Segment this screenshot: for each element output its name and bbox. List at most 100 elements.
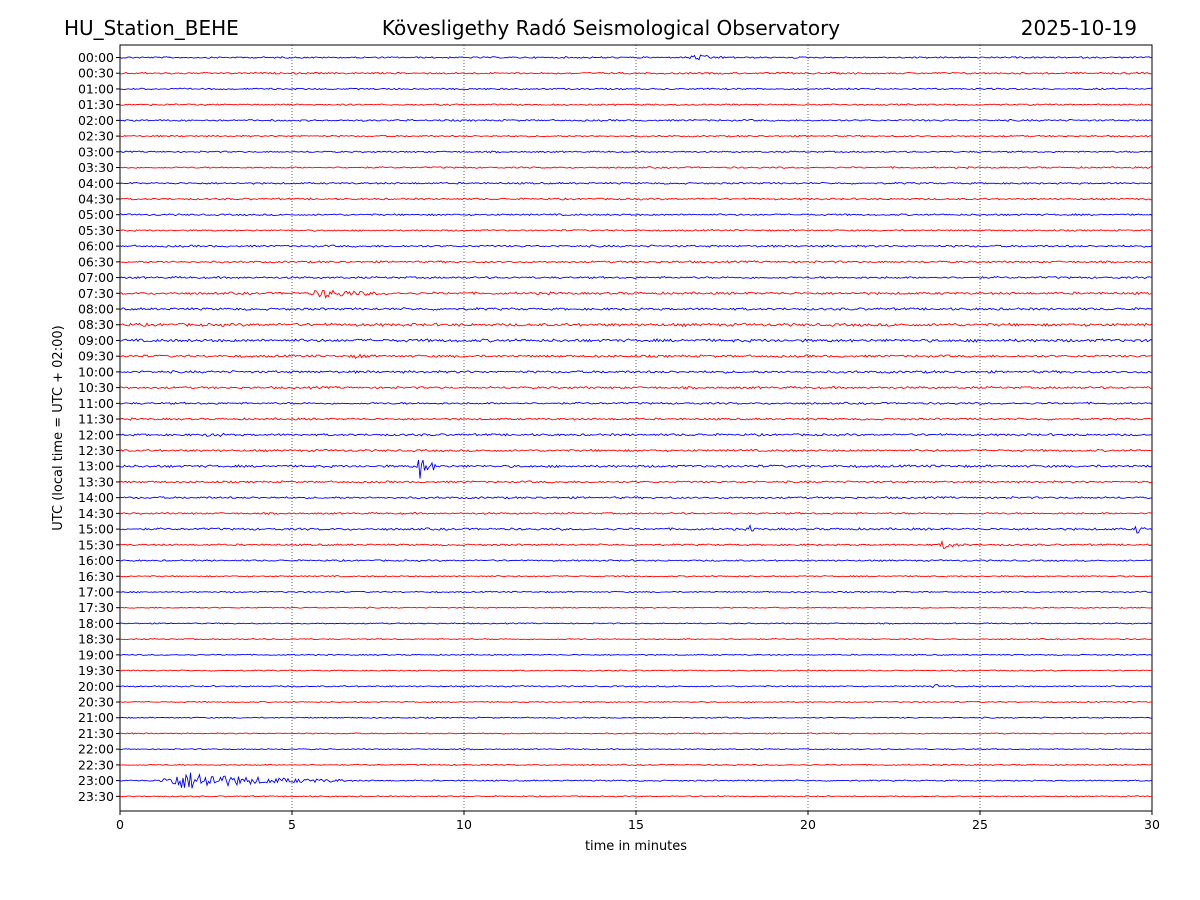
y-tick-label: 00:00 <box>78 50 114 65</box>
seismic-traces <box>119 54 1153 798</box>
y-tick-label: 16:00 <box>78 553 114 568</box>
y-tick-label: 22:30 <box>78 757 114 772</box>
trace-2000 <box>119 684 1153 689</box>
trace-1400 <box>119 495 1153 500</box>
trace-1700 <box>119 590 1153 594</box>
trace-2300 <box>119 772 1153 789</box>
y-tick-label: 10:30 <box>78 380 114 395</box>
trace-1500 <box>119 524 1153 534</box>
y-tick-label: 04:30 <box>78 191 114 206</box>
y-tick-labels: 00:0000:3001:0001:3002:0002:3003:0003:30… <box>78 50 120 804</box>
x-tick-label: 15 <box>628 817 644 832</box>
y-tick-label: 10:00 <box>78 364 114 379</box>
x-tick-label: 30 <box>1144 817 1160 832</box>
trace-0200 <box>119 118 1153 122</box>
plot-frame <box>119 44 1153 812</box>
y-tick-label: 09:00 <box>78 333 114 348</box>
trace-0130 <box>119 103 1153 107</box>
y-tick-label: 17:30 <box>78 600 114 615</box>
y-tick-label: 21:30 <box>78 726 114 741</box>
trace-0530 <box>119 229 1153 232</box>
y-tick-label: 11:30 <box>78 412 114 427</box>
trace-0930 <box>119 353 1153 360</box>
trace-1830 <box>119 637 1153 641</box>
observatory-title: Kövesligethy Radó Seismological Observat… <box>382 16 840 40</box>
trace-0500 <box>119 213 1153 217</box>
trace-0830 <box>119 322 1153 328</box>
y-tick-label: 01:30 <box>78 97 114 112</box>
trace-1900 <box>119 653 1153 657</box>
trace-0330 <box>119 166 1153 169</box>
y-tick-label: 23:30 <box>78 789 114 804</box>
trace-0430 <box>119 197 1153 201</box>
trace-2030 <box>119 700 1153 704</box>
x-tick-label: 10 <box>456 817 472 832</box>
y-tick-label: 12:30 <box>78 443 114 458</box>
x-tick-label: 5 <box>288 817 296 832</box>
x-tick-label: 20 <box>800 817 816 832</box>
trace-1730 <box>119 606 1153 609</box>
y-tick-label: 12:00 <box>78 427 114 442</box>
y-tick-label: 00:30 <box>78 66 114 81</box>
station-name: HU_Station_BEHE <box>64 16 239 40</box>
trace-1300 <box>119 459 1153 479</box>
trace-1330 <box>119 480 1153 484</box>
trace-2100 <box>119 716 1153 719</box>
y-tick-label: 09:30 <box>78 349 114 364</box>
trace-1930 <box>119 669 1153 672</box>
y-tick-label: 16:30 <box>78 569 114 584</box>
y-tick-label: 11:00 <box>78 396 114 411</box>
trace-0400 <box>119 181 1153 185</box>
y-tick-label: 01:00 <box>78 81 114 96</box>
y-tick-label: 15:30 <box>78 537 114 552</box>
y-tick-label: 22:00 <box>78 742 114 757</box>
x-axis-label: time in minutes <box>585 839 687 854</box>
trace-0730 <box>119 289 1153 299</box>
trace-2330 <box>119 795 1153 798</box>
trace-2230 <box>119 763 1153 767</box>
trace-0800 <box>119 307 1153 311</box>
x-tick-label: 0 <box>116 817 124 832</box>
y-tick-label: 15:00 <box>78 522 114 537</box>
trace-0100 <box>119 87 1153 91</box>
y-axis-label: UTC (local time = UTC + 02:00) <box>51 325 66 530</box>
y-tick-label: 19:30 <box>78 663 114 678</box>
y-tick-label: 07:30 <box>78 286 114 301</box>
trace-0630 <box>119 260 1153 264</box>
trace-1800 <box>119 622 1153 625</box>
y-tick-label: 06:00 <box>78 239 114 254</box>
trace-0300 <box>119 150 1153 154</box>
y-tick-label: 05:30 <box>78 223 114 238</box>
y-tick-label: 03:30 <box>78 160 114 175</box>
trace-1530 <box>119 539 1153 549</box>
y-tick-label: 20:30 <box>78 695 114 710</box>
y-tick-label: 18:30 <box>78 632 114 647</box>
trace-0000 <box>119 54 1153 61</box>
y-tick-label: 05:00 <box>78 207 114 222</box>
trace-1100 <box>119 401 1153 405</box>
y-tick-label: 19:00 <box>78 647 114 662</box>
trace-1630 <box>119 574 1153 578</box>
y-tick-label: 02:00 <box>78 113 114 128</box>
y-tick-label: 06:30 <box>78 254 114 269</box>
x-tick-label: 25 <box>972 817 988 832</box>
y-tick-label: 03:00 <box>78 144 114 159</box>
y-tick-label: 20:00 <box>78 679 114 694</box>
y-tick-label: 18:00 <box>78 616 114 631</box>
trace-2130 <box>119 732 1153 735</box>
trace-0900 <box>119 338 1153 343</box>
y-tick-label: 02:30 <box>78 129 114 144</box>
y-tick-label: 17:00 <box>78 584 114 599</box>
trace-1000 <box>119 369 1153 374</box>
y-tick-label: 14:30 <box>78 506 114 521</box>
trace-0600 <box>119 244 1153 248</box>
trace-0700 <box>119 275 1153 280</box>
y-tick-label: 13:00 <box>78 459 114 474</box>
y-tick-label: 08:00 <box>78 302 114 317</box>
trace-1030 <box>119 385 1153 390</box>
y-tick-label: 07:00 <box>78 270 114 285</box>
trace-1600 <box>119 559 1153 562</box>
trace-0230 <box>119 134 1153 138</box>
x-tick-labels: 0 5 10 15 20 25 30 <box>116 811 1160 832</box>
